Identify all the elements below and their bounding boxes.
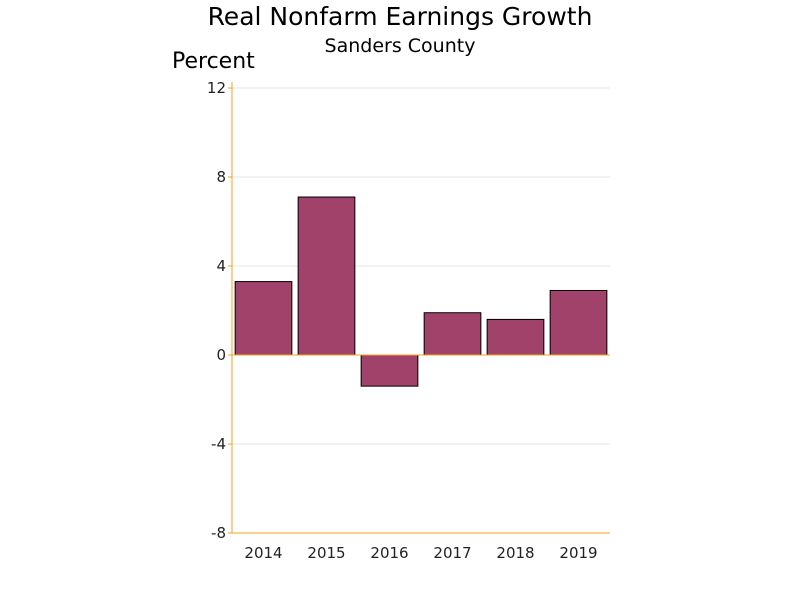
x-tick-label: 2014	[244, 544, 282, 562]
x-tick-label: 2018	[496, 544, 534, 562]
x-tick-label: 2015	[307, 544, 345, 562]
y-tick-label: 12	[207, 79, 226, 97]
bar-2016	[360, 354, 419, 387]
bar-2018	[486, 318, 545, 356]
x-tick-label: 2016	[370, 544, 408, 562]
x-axis-ticks: 2014 2015 2016 2017 2018 2019	[244, 544, 597, 562]
bar-2019	[549, 289, 608, 356]
chart-subtitle: Sanders County	[325, 35, 476, 57]
bars	[234, 196, 608, 387]
bar-2014	[234, 281, 293, 356]
y-tick-label: -8	[211, 524, 226, 542]
y-tick-label: 4	[216, 257, 226, 275]
bar-2015	[297, 196, 356, 356]
y-axis-ticks: -8 -4 0 4 8 12	[207, 79, 232, 542]
x-tick-label: 2019	[559, 544, 597, 562]
y-tick-label: 8	[216, 168, 226, 186]
y-tick-label: -4	[211, 435, 226, 453]
chart-title: Real Nonfarm Earnings Growth	[208, 2, 593, 31]
bar-2017	[423, 312, 482, 356]
y-tick-label: 0	[216, 346, 226, 364]
axes	[231, 82, 610, 534]
x-tick-label: 2017	[433, 544, 471, 562]
y-axis-label: Percent	[172, 49, 255, 74]
